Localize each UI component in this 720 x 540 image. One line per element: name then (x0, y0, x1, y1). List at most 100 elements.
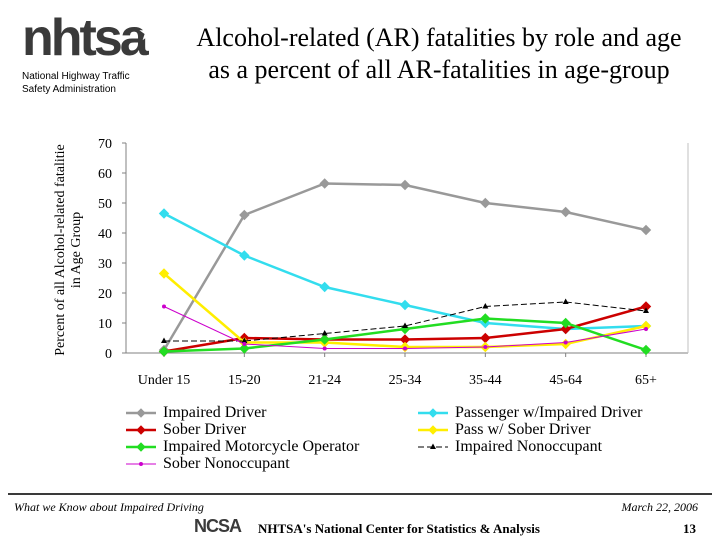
legend-swatch-marker (136, 407, 146, 418)
footer-presentation-title: What we Know about Impaired Driving (14, 500, 204, 514)
agency-name-line2: Safety Administration (22, 84, 116, 95)
data-point (319, 281, 330, 293)
data-point (158, 346, 170, 357)
legend-item: Impaired Driver (125, 404, 267, 421)
data-point (158, 208, 170, 219)
data-point (483, 345, 488, 349)
data-point (239, 250, 250, 261)
data-point (480, 197, 491, 209)
y-tick-label: 60 (98, 167, 112, 182)
data-point (399, 179, 411, 191)
data-point (403, 346, 407, 351)
legend-swatch-marker (139, 461, 143, 466)
legend-swatch-marker (136, 424, 146, 435)
legend-label: Passenger w/Impaired Driver (455, 404, 643, 421)
data-point (399, 299, 411, 311)
data-point (321, 330, 328, 336)
legend-item: Sober Driver (125, 421, 246, 438)
chart-axes: 0 10 20 30 40 50 60 70 Under 15 15-20 21-24 25-34 35… (98, 137, 689, 388)
x-tick-label: 25-34 (389, 373, 422, 388)
legend-label: Impaired Motorcycle Operator (163, 438, 360, 455)
x-tick-label: 35-44 (469, 373, 502, 388)
nhtsa-logo: nhtsa ★ National Highway Traffic Safety … (18, 8, 158, 98)
series-0 (158, 178, 652, 356)
data-point (241, 337, 248, 343)
data-point (161, 337, 167, 343)
data-point (562, 298, 569, 304)
footer-divider (8, 493, 712, 495)
y-tick-label: 70 (98, 137, 112, 152)
legend-swatch (418, 443, 448, 449)
x-tick-label: 65+ (635, 373, 657, 388)
y-tick-label: 0 (105, 347, 112, 362)
x-tick-label: 15-20 (228, 373, 261, 388)
legend-label: Sober Nonoccupant (163, 455, 290, 472)
data-point (640, 224, 652, 236)
data-point (239, 209, 250, 221)
data-point (482, 303, 489, 309)
y-tick-label: 10 (98, 317, 112, 332)
slide-title-line2: as a percent of all AR-fatalities in age… (208, 55, 670, 84)
data-point (480, 313, 491, 324)
legend-item: Impaired Nonoccupant (417, 438, 602, 455)
slide-title-line1: Alcohol-related (AR) fatalities by role … (196, 23, 682, 52)
legend-item: Impaired Motorcycle Operator (125, 438, 359, 455)
data-point (644, 327, 648, 331)
legend-swatch (126, 461, 156, 466)
slide-title: Alcohol-related (AR) fatalities by role … (160, 22, 718, 86)
ncsa-logo: NCSA (194, 516, 242, 536)
agency-name: National Highway Traffic Safety Administ… (22, 70, 162, 96)
legend-swatch-marker (136, 441, 146, 452)
data-point (560, 323, 571, 335)
data-point (158, 268, 170, 279)
legend-swatch-marker (428, 407, 438, 418)
legend-label: Pass w/ Sober Driver (455, 421, 591, 438)
legend-label: Impaired Driver (163, 404, 267, 421)
legend-label: Sober Driver (163, 421, 247, 438)
series-6 (162, 304, 648, 351)
x-tick-label: Under 15 (138, 373, 191, 388)
data-point (322, 346, 327, 351)
data-point (242, 342, 247, 346)
page-number: 13 (683, 521, 696, 536)
data-point (239, 343, 250, 354)
data-point (480, 332, 491, 344)
legend-item: Passenger w/Impaired Driver (417, 404, 643, 421)
chart-series (158, 178, 652, 357)
legend-swatch (126, 407, 156, 418)
nhtsa-logo-wordmark: nhtsa (22, 9, 149, 67)
legend-swatch (418, 424, 448, 435)
data-point (402, 322, 408, 328)
series-1 (158, 208, 652, 335)
y-tick-label: 50 (98, 197, 112, 212)
data-point (643, 307, 649, 313)
data-point (560, 317, 571, 329)
legend-swatch-marker (430, 443, 436, 449)
legend-swatch (126, 441, 156, 452)
agency-name-line1: National Highway Traffic (22, 71, 130, 82)
y-tick-label: 40 (98, 227, 112, 242)
series-5 (161, 298, 649, 343)
line-chart: 0 10 20 30 40 50 60 70 Under 15 15-20 21-24 25-34 35… (98, 137, 689, 388)
x-tick-label: 21-24 (308, 373, 341, 388)
chart-legend: Impaired Driver Passenger w/Impaired Driv… (125, 404, 685, 474)
data-point (560, 206, 571, 218)
data-point (162, 304, 166, 309)
footer-date: March 22, 2006 (621, 500, 698, 514)
legend-swatch (418, 407, 448, 418)
star-icon: ★ (138, 20, 158, 45)
y-tick-label: 30 (98, 257, 112, 272)
legend-swatch (126, 424, 156, 435)
legend-label: Impaired Nonoccupant (455, 438, 603, 455)
y-tick-label: 20 (98, 287, 112, 302)
legend-item: Sober Nonoccupant (125, 455, 290, 472)
series-4 (158, 313, 652, 357)
data-point (563, 340, 568, 345)
footer-center-text: NHTSA's National Center for Statistics &… (258, 521, 540, 536)
x-tick-label: 45-64 (549, 373, 582, 388)
legend-item: Pass w/ Sober Driver (417, 421, 591, 438)
data-point (319, 334, 330, 345)
legend-swatch-marker (428, 424, 438, 435)
data-point (640, 344, 652, 356)
data-point (319, 178, 330, 189)
